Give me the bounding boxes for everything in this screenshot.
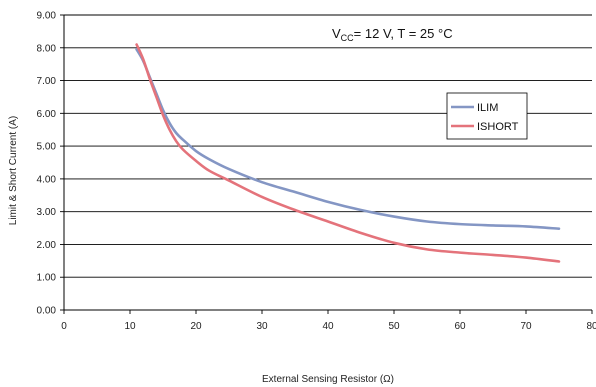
y-tick-label: 7.00 bbox=[37, 76, 57, 87]
legend-label-ilim: ILIM bbox=[477, 102, 498, 114]
conditions-annotation: VCC= 12 V, T = 25 °C bbox=[332, 26, 453, 43]
annotation-rest: = 12 V, T = 25 °C bbox=[354, 26, 453, 41]
axes bbox=[63, 15, 592, 311]
y-tick-label: 9.00 bbox=[37, 11, 57, 22]
x-tick-label: 40 bbox=[322, 321, 334, 332]
x-axis-title: External Sensing Resistor (Ω) bbox=[262, 374, 394, 385]
x-tick-label: 0 bbox=[61, 321, 67, 332]
x-tick-labels: 0 10 20 30 40 50 60 70 80 bbox=[61, 321, 596, 332]
gridlines bbox=[60, 14, 593, 314]
x-tick-label: 80 bbox=[586, 321, 596, 332]
series-lines bbox=[135, 43, 561, 263]
annotation-v: V bbox=[332, 26, 341, 41]
legend-label-ishort: ISHORT bbox=[477, 121, 519, 133]
y-tick-label: 6.00 bbox=[37, 109, 57, 120]
y-tick-label: 8.00 bbox=[37, 43, 57, 54]
y-tick-label: 2.00 bbox=[37, 240, 57, 251]
x-tick-label: 10 bbox=[124, 321, 136, 332]
y-tick-labels: 0.00 1.00 2.00 3.00 4.00 5.00 6.00 7.00 8.00 9.00 bbox=[37, 11, 57, 317]
x-tick-label: 30 bbox=[256, 321, 268, 332]
y-tick-label: 5.00 bbox=[37, 142, 57, 153]
x-tick-label: 60 bbox=[454, 321, 466, 332]
legend-box bbox=[446, 92, 528, 140]
annotation-subscript: CC bbox=[341, 33, 354, 43]
y-tick-label: 4.00 bbox=[37, 174, 57, 185]
y-tick-label: 0.00 bbox=[37, 306, 57, 317]
x-tick-label: 70 bbox=[520, 321, 532, 332]
series-line-ishort bbox=[135, 43, 561, 263]
x-tick-label: 20 bbox=[190, 321, 202, 332]
y-tick-label: 3.00 bbox=[37, 207, 57, 218]
x-tick-label: 50 bbox=[388, 321, 400, 332]
y-tick-label: 1.00 bbox=[37, 273, 57, 284]
y-axis-title: Limit & Short Current (A) bbox=[8, 116, 19, 225]
legend: ILIM ISHORT bbox=[446, 92, 528, 140]
